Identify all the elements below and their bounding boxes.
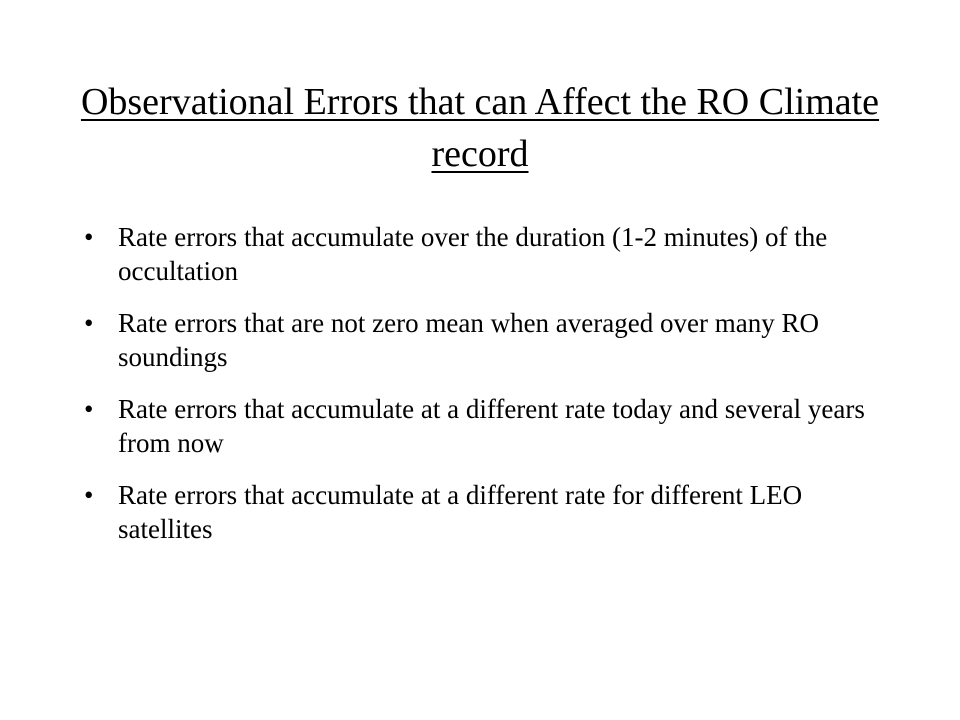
bullet-list: • Rate errors that accumulate over the d…: [84, 220, 884, 564]
bullet-item: • Rate errors that are not zero mean whe…: [84, 306, 884, 374]
bullet-text: Rate errors that accumulate at a differe…: [118, 480, 803, 544]
bullet-item: • Rate errors that accumulate at a diffe…: [84, 478, 884, 546]
bullet-icon: •: [84, 308, 94, 338]
bullet-item: • Rate errors that accumulate at a diffe…: [84, 392, 884, 460]
bullet-item: • Rate errors that accumulate over the d…: [84, 220, 884, 288]
bullet-text: Rate errors that accumulate over the dur…: [118, 222, 828, 286]
bullet-text: Rate errors that accumulate at a differe…: [118, 394, 865, 458]
bullet-icon: •: [84, 394, 94, 424]
slide-title: Observational Errors that can Affect the…: [60, 76, 900, 180]
bullet-icon: •: [84, 222, 94, 252]
bullet-icon: •: [84, 480, 94, 510]
bullet-text: Rate errors that are not zero mean when …: [118, 308, 819, 372]
slide-title-text: Observational Errors that can Affect the…: [80, 81, 880, 175]
